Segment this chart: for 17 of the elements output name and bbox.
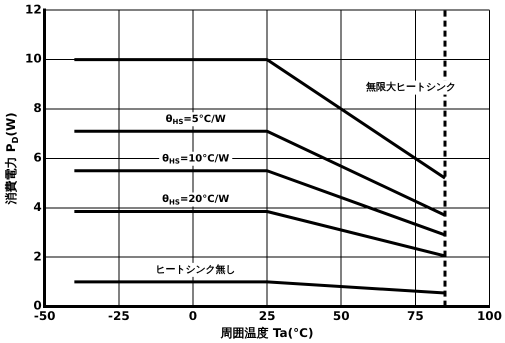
x-tick-label: 50 — [332, 308, 350, 323]
y-tick-label: 12 — [24, 2, 42, 16]
x-tick-label: 100 — [476, 308, 502, 323]
x-tick-label: -50 — [34, 308, 56, 323]
x-tick-label: 75 — [406, 308, 424, 323]
y-tick-label: 6 — [33, 150, 42, 165]
x-tick-label: 0 — [188, 308, 198, 323]
x-axis-title: 周囲温度 Ta(°C) — [220, 326, 314, 340]
text: 無限大ヒートシンク — [365, 81, 456, 94]
series-label: ヒートシンク無し — [156, 263, 236, 276]
y-tick-label: 8 — [33, 101, 42, 116]
x-tick-label: -25 — [108, 308, 130, 323]
y-tick-label: 4 — [33, 200, 42, 214]
x-tick-label: 25 — [258, 308, 276, 323]
y-tick-label: 2 — [33, 249, 42, 264]
y-tick-label: 10 — [24, 52, 42, 66]
y-axis-title: 消費電力 PD(W) — [4, 112, 20, 206]
